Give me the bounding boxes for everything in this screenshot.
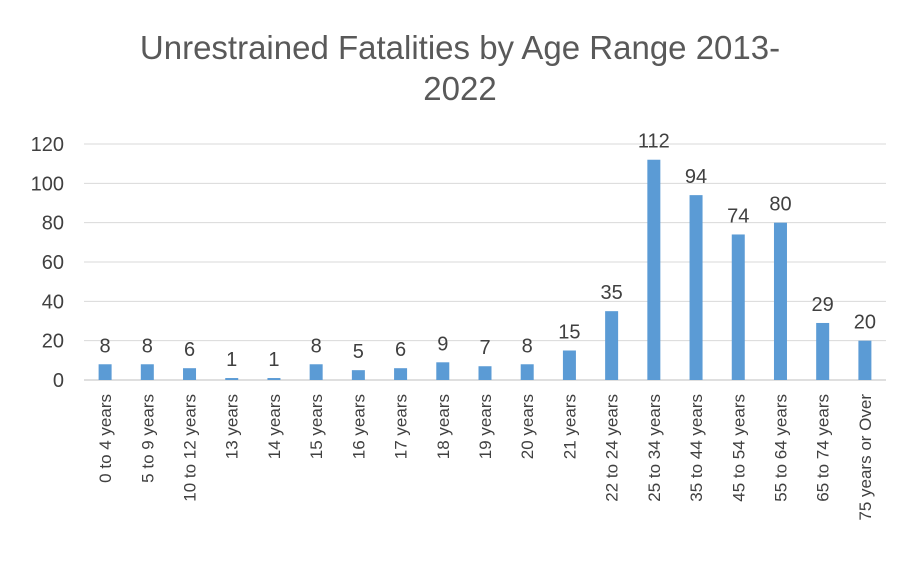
- x-tick-label: 35 to 44 years: [687, 394, 706, 502]
- bar: [731, 234, 745, 380]
- data-label: 8: [522, 335, 533, 357]
- gridlines: [84, 143, 886, 381]
- bar: [351, 370, 365, 380]
- data-label: 9: [437, 333, 448, 355]
- bar: [267, 378, 281, 380]
- chart-title-line-1: Unrestrained Fatalities by Age Range 201…: [140, 29, 780, 66]
- bar: [183, 368, 197, 380]
- data-label: 1: [268, 349, 279, 371]
- data-label: 6: [395, 339, 406, 361]
- x-tick-label: 19 years: [476, 394, 495, 459]
- data-label: 8: [142, 335, 153, 357]
- bar: [98, 364, 112, 380]
- x-tick-label: 22 to 24 years: [603, 394, 622, 502]
- y-tick-label: 20: [42, 331, 64, 353]
- data-label: 5: [353, 341, 364, 363]
- data-label: 8: [100, 335, 111, 357]
- bar: [309, 364, 323, 380]
- y-tick-label: 40: [42, 291, 64, 313]
- data-label: 6: [184, 339, 195, 361]
- bar: [478, 366, 492, 380]
- x-tick-label: 45 to 54 years: [729, 394, 748, 502]
- data-label: 80: [769, 194, 791, 216]
- bar: [562, 350, 576, 380]
- y-tick-label: 120: [31, 134, 64, 156]
- bar: [394, 368, 408, 380]
- bar: [689, 195, 703, 380]
- x-tick-label: 5 to 9 years: [138, 394, 157, 483]
- data-label: 20: [854, 312, 876, 334]
- y-tick-label: 0: [53, 370, 64, 392]
- y-tick-label: 60: [42, 252, 64, 274]
- chart-title-line-2: 2022: [423, 70, 496, 107]
- x-axis-tick-labels: 0 to 4 years 5 to 9 years 10 to 12 years 13…: [96, 394, 875, 521]
- x-tick-label: 15 years: [307, 394, 326, 459]
- bar: [140, 364, 154, 380]
- data-label: 74: [727, 205, 749, 227]
- x-tick-label: 25 to 34 years: [645, 394, 664, 502]
- y-tick-label: 80: [42, 213, 64, 235]
- x-tick-label: 21 years: [560, 394, 579, 459]
- x-tick-label: 75 years or Over: [856, 394, 875, 521]
- bar: [520, 364, 534, 380]
- x-tick-label: 13 years: [223, 394, 242, 459]
- x-tick-label: 18 years: [434, 394, 453, 459]
- x-tick-label: 14 years: [265, 394, 284, 459]
- x-tick-label: 20 years: [518, 394, 537, 459]
- x-tick-label: 55 to 64 years: [771, 394, 790, 502]
- data-label: 7: [479, 337, 490, 359]
- data-label: 8: [311, 335, 322, 357]
- bars: [98, 159, 872, 380]
- data-label: 112: [638, 131, 670, 153]
- bar: [225, 378, 239, 380]
- bar: [816, 322, 830, 380]
- data-label: 94: [685, 166, 707, 188]
- data-label: 29: [812, 294, 834, 316]
- bar: [858, 340, 872, 380]
- x-tick-label: 65 to 74 years: [814, 394, 833, 502]
- y-axis-tick-labels: 0 20 40 60 80 100 120: [31, 134, 64, 392]
- x-tick-label: 0 to 4 years: [96, 394, 115, 483]
- data-label: 15: [558, 322, 580, 344]
- data-label: 35: [601, 282, 623, 304]
- x-tick-label: 17 years: [392, 394, 411, 459]
- bar: [605, 311, 619, 380]
- x-tick-label: 10 to 12 years: [181, 394, 200, 502]
- x-tick-label: 16 years: [349, 394, 368, 459]
- data-label: 1: [226, 349, 237, 371]
- y-tick-label: 100: [31, 173, 64, 195]
- bar: [773, 222, 787, 380]
- bar: [436, 362, 450, 380]
- bar: [647, 159, 661, 380]
